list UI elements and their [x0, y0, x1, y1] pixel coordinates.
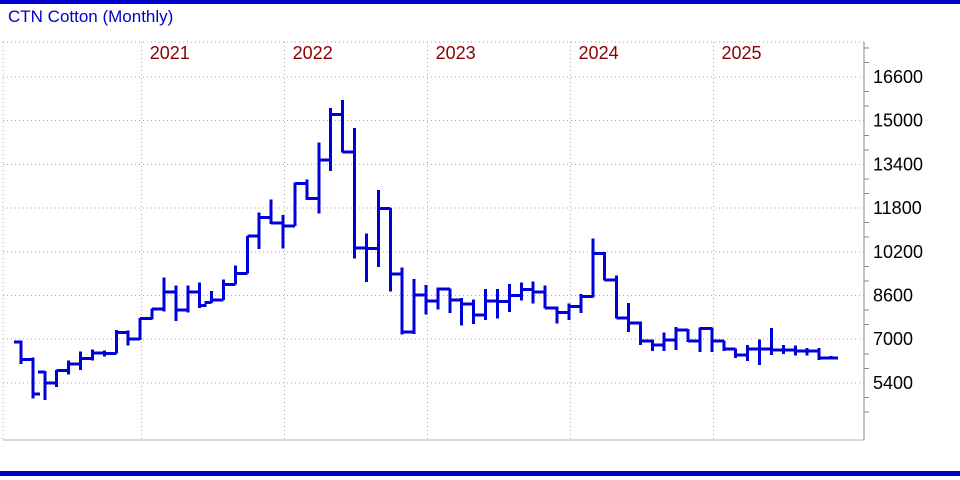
ohlc-bar-2020-03 [14, 340, 28, 364]
ohlc-bar-2025-03 [728, 347, 743, 358]
ohlc-bar-2023-09 [514, 282, 529, 301]
ohlc-bar-2020-06 [49, 369, 64, 387]
y-axis-label: 5400 [873, 373, 913, 393]
ohlc-bar-2024-01 [561, 303, 576, 321]
ohlc-bar-2022-03 [299, 179, 314, 201]
ohlc-bar-2023-04 [454, 298, 469, 326]
ohlc-bar-2024-08 [645, 339, 660, 351]
ohlc-bar-2025-10 [812, 348, 827, 360]
ohlc-bar-2021-02 [145, 307, 160, 321]
ohlc-bar-2021-04 [168, 285, 183, 322]
ohlc-bar-2024-04 [597, 251, 612, 282]
ohlc-bar-2022-04 [311, 142, 326, 214]
ohlc-bar-2020-08 [73, 351, 88, 370]
y-axis-label: 13400 [873, 154, 923, 174]
y-axis-label: 10200 [873, 242, 923, 262]
top-accent-bar [0, 0, 960, 4]
ohlc-bar-2021-12 [264, 199, 279, 225]
bottom-accent-bar [0, 471, 960, 476]
ohlc-bar-2022-08 [359, 233, 374, 282]
ohlc-bar-2022-11 [395, 267, 410, 335]
ohlc-bar-2022-02 [287, 182, 302, 228]
ohlc-bar-2024-12 [692, 326, 707, 353]
ohlc-bar-2025-01 [704, 326, 719, 352]
ohlc-bar-2022-12 [407, 278, 422, 335]
ohlc-bar-2025-11 [824, 356, 839, 360]
ohlc-bar-2020-10 [97, 350, 112, 357]
ohlc-bar-2025-09 [800, 348, 815, 356]
y-axis-label: 7000 [873, 329, 913, 349]
ohlc-bar-2022-01 [276, 215, 291, 249]
ohlc-bar-2021-05 [180, 285, 195, 313]
ohlc-bar-2021-01 [133, 317, 148, 341]
y-axis-label: 11800 [873, 198, 922, 218]
ohlc-bar-2024-07 [633, 321, 648, 346]
ohlc-bar-2025-04 [740, 344, 755, 362]
ohlc-bar-2022-09 [371, 190, 386, 267]
ohlc-bar-2023-06 [478, 288, 493, 320]
ohlc-bar-2024-10 [669, 327, 684, 350]
ohlc-bar-2025-05 [752, 339, 767, 366]
ohlc-bar-2023-12 [550, 306, 565, 324]
year-label: 2023 [436, 43, 476, 63]
ohlc-bar-2023-01 [419, 284, 434, 315]
ohlc-bar-2020-05 [37, 370, 52, 400]
ohlc-bar-2021-03 [156, 277, 171, 312]
ohlc-bar-2023-10 [526, 281, 541, 304]
year-label: 2022 [293, 43, 333, 63]
ohlc-bar-2021-08 [216, 279, 231, 302]
ohlc-bar-2020-04 [25, 357, 40, 399]
ohlc-bar-2022-05 [323, 108, 338, 171]
ohlc-bar-2025-07 [776, 344, 791, 355]
year-label: 2024 [579, 43, 619, 63]
ohlc-bar-2022-06 [335, 99, 350, 154]
ohlc-bar-2021-10 [240, 234, 255, 276]
ohlc-bar-2020-07 [61, 360, 76, 375]
ohlc-bar-2021-07 [204, 291, 219, 304]
year-label: 2025 [721, 43, 761, 63]
ohlc-bar-2023-08 [502, 284, 517, 312]
ohlc-bar-2022-10 [383, 206, 398, 292]
ohlc-bar-2021-11 [252, 212, 267, 250]
ohlc-bar-2025-06 [764, 328, 779, 356]
year-label: 2021 [150, 43, 190, 63]
price-chart: 16600 15000 13400 11800 10200 8600 7000 5400 202… [2, 41, 923, 441]
ohlc-bar-2024-06 [621, 303, 636, 333]
ohlc-bar-2024-11 [681, 328, 696, 343]
ohlc-bar-2020-11 [109, 329, 124, 355]
ohlc-bar-2021-06 [192, 282, 207, 308]
ohlc-bar-2024-05 [609, 275, 624, 320]
ohlc-bar-2024-02 [573, 293, 588, 313]
ohlc-bar-2025-08 [788, 345, 803, 356]
y-axis-label: 16600 [873, 67, 923, 87]
ohlc-bar-2023-02 [430, 287, 445, 310]
ohlc-bar-2023-03 [442, 287, 457, 313]
ohlc-bar-2023-11 [538, 285, 553, 310]
y-axis-label: 8600 [873, 286, 913, 306]
ohlc-bar-2024-09 [657, 332, 672, 351]
ohlc-bar-2023-05 [466, 299, 481, 325]
ohlc-bar-2021-09 [228, 265, 243, 287]
chart-title: CTN Cotton (Monthly) [8, 7, 174, 26]
ohlc-bar-2023-07 [490, 288, 505, 319]
y-axis-label: 15000 [873, 111, 923, 131]
ohlc-bar-2022-07 [347, 127, 362, 259]
ohlc-bar-2020-09 [85, 349, 100, 361]
ohlc-bar-2020-12 [121, 330, 136, 346]
ohlc-bar-2025-02 [716, 339, 731, 351]
ohlc-bar-2024-03 [585, 238, 600, 299]
